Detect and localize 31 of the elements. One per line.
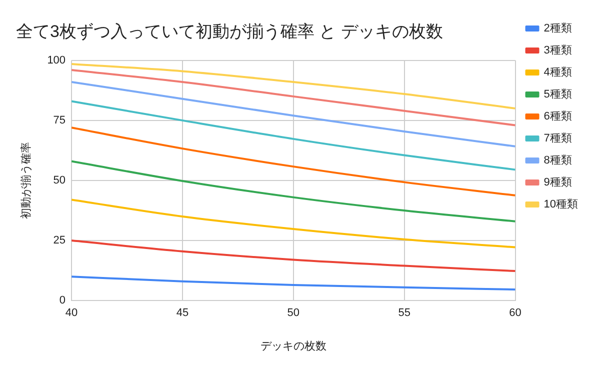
line-series: [72, 100, 516, 171]
line-series: [72, 198, 516, 248]
line-series: [72, 276, 516, 291]
x-tick-label: 50: [287, 307, 300, 320]
y-axis-title: 初動が揃う確率: [20, 142, 33, 219]
line-series: [72, 81, 516, 148]
line-series: [72, 126, 516, 196]
legend-label: 6種類: [544, 110, 572, 123]
y-tick-label: 0: [59, 294, 66, 307]
legend-label: 3種類: [544, 44, 572, 57]
legend-label: 2種類: [544, 22, 572, 35]
legend-label: 10種類: [544, 198, 578, 211]
legend-label: 9種類: [544, 176, 572, 189]
chart-title: 全て3枚ずつ入っていて初動が揃う確率 と デッキの枚数: [16, 22, 443, 41]
x-axis-title: デッキの枚数: [260, 340, 326, 352]
y-tick-label: 25: [53, 234, 66, 247]
line-series: [72, 69, 516, 126]
legend-label: 5種類: [544, 88, 572, 101]
legend-label: 8種類: [544, 154, 572, 167]
line-series: [72, 240, 516, 272]
line-series: [72, 160, 516, 222]
y-tick-label: 50: [53, 174, 66, 187]
y-tick-label: 100: [47, 54, 66, 66]
x-tick-label: 40: [65, 307, 78, 320]
line-series: [72, 63, 516, 110]
x-tick-label: 60: [509, 307, 522, 320]
x-tick-label: 45: [176, 307, 189, 320]
x-tick-label: 55: [398, 307, 410, 320]
legend-label: 4種類: [544, 66, 572, 79]
legend-label: 7種類: [544, 132, 572, 145]
y-tick-label: 75: [53, 114, 66, 126]
